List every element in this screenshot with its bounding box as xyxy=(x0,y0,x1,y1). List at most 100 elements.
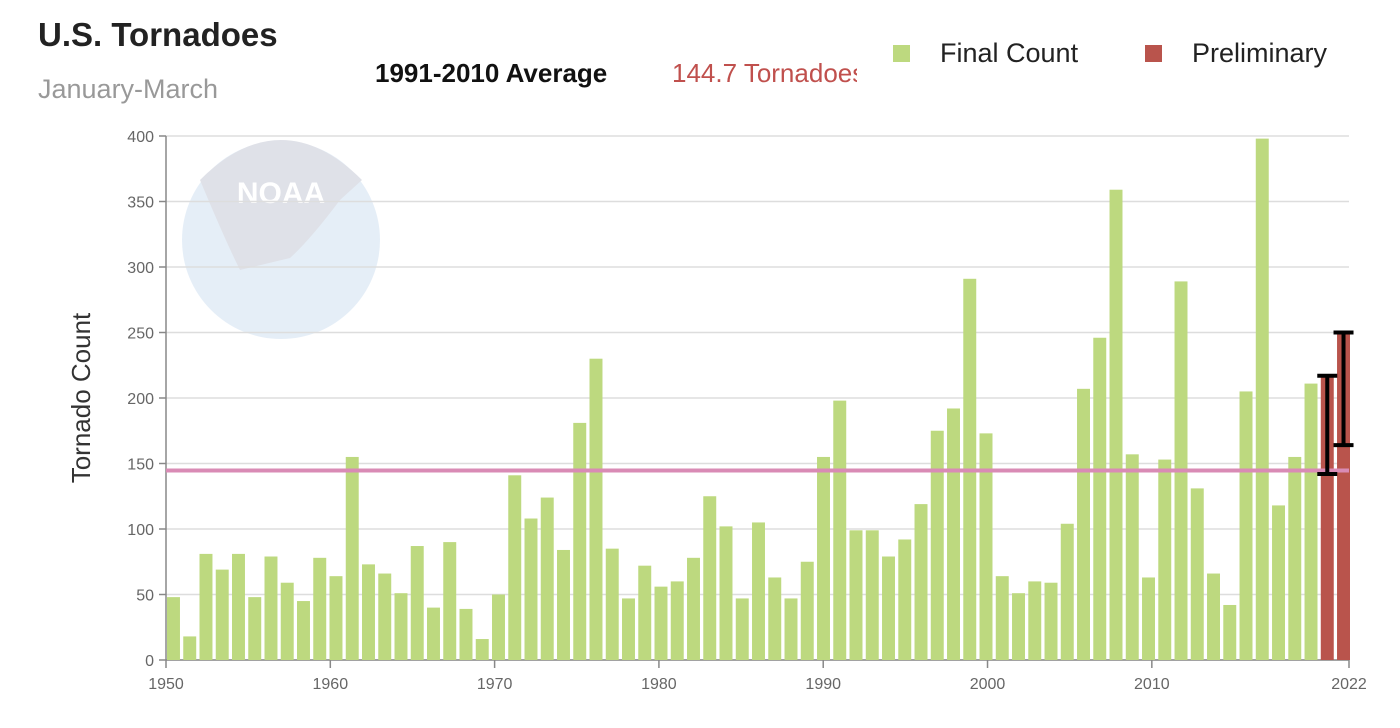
final-count-bar xyxy=(687,557,700,660)
final-count-bar xyxy=(1158,459,1172,660)
final-count-bar xyxy=(947,408,960,660)
noaa-watermark: NOAA xyxy=(182,140,380,339)
final-count-bar xyxy=(995,576,1009,660)
final-count-bar xyxy=(508,475,522,660)
final-count-bar xyxy=(719,526,733,660)
y-tick-label: 400 xyxy=(127,129,154,146)
x-tick-label: 1990 xyxy=(805,676,841,693)
final-count-bar xyxy=(735,598,749,660)
y-axis-label: Tornado Count xyxy=(66,312,96,483)
final-count-bar xyxy=(378,573,392,660)
legend-swatch xyxy=(893,45,910,62)
final-count-bar xyxy=(1255,138,1269,660)
final-count-bar xyxy=(443,542,457,660)
final-count-bar xyxy=(817,456,830,660)
final-count-bar xyxy=(589,358,603,660)
y-tick-label: 250 xyxy=(127,326,154,343)
final-count-bar xyxy=(199,553,213,660)
legend-label: Preliminary xyxy=(1192,38,1328,68)
x-tick-label: 1980 xyxy=(641,676,677,693)
final-count-bar xyxy=(979,433,993,660)
final-count-bar xyxy=(492,594,505,660)
final-count-bar xyxy=(1190,488,1204,660)
final-count-bar xyxy=(1093,337,1107,660)
preliminary-bar xyxy=(1320,375,1334,660)
final-count-bar xyxy=(167,597,180,660)
y-tick-label: 300 xyxy=(127,260,154,277)
y-tick-label: 150 xyxy=(127,457,154,474)
final-count-bar xyxy=(670,581,684,660)
final-count-bar xyxy=(329,576,343,660)
final-count-bar xyxy=(1077,388,1090,660)
final-count-bar xyxy=(524,518,538,660)
x-tick-label: 2022 xyxy=(1331,676,1367,693)
legend-final-count[interactable]: Final Count xyxy=(893,38,1078,69)
average-value: 144.7 Tornadoes xyxy=(672,58,857,88)
final-count-bar xyxy=(1304,383,1318,660)
final-count-bar xyxy=(605,548,619,660)
final-count-bar xyxy=(1272,505,1285,660)
final-count-bar xyxy=(313,557,327,660)
y-tick-label: 200 xyxy=(127,391,154,408)
legend-swatch xyxy=(1145,45,1162,62)
final-count-bar xyxy=(800,561,814,660)
final-count-bar xyxy=(427,607,440,660)
final-count-bar xyxy=(394,593,408,660)
final-count-bar xyxy=(345,456,359,660)
final-count-bar xyxy=(1239,391,1253,660)
final-count-bar xyxy=(540,497,554,660)
final-count-bar xyxy=(833,400,847,660)
x-tick-label: 2000 xyxy=(970,676,1006,693)
final-count-bar xyxy=(1142,577,1155,660)
final-count-bar xyxy=(930,430,944,660)
final-count-bar xyxy=(459,608,473,660)
y-tick-label: 100 xyxy=(127,522,154,539)
x-tick-label: 1960 xyxy=(313,676,349,693)
final-count-bar xyxy=(1207,573,1220,660)
final-count-bar xyxy=(215,569,229,660)
final-count-bar xyxy=(882,556,895,660)
final-count-bar xyxy=(898,539,912,660)
final-count-bar xyxy=(1060,523,1074,660)
final-count-bar xyxy=(703,496,717,660)
final-count-bar xyxy=(573,422,587,660)
svg-text:NOAA: NOAA xyxy=(237,177,325,210)
legend-label: Final Count xyxy=(940,38,1079,68)
final-count-bar xyxy=(1044,582,1058,660)
legend-preliminary[interactable]: Preliminary xyxy=(1145,38,1327,69)
y-tick-label: 0 xyxy=(145,653,154,670)
final-count-bar xyxy=(280,582,294,660)
final-count-bar xyxy=(622,598,635,660)
final-count-bar xyxy=(183,636,197,660)
final-count-bar xyxy=(232,553,245,660)
final-count-bar xyxy=(1109,189,1123,660)
final-count-bar xyxy=(768,577,782,660)
final-count-bar xyxy=(362,564,375,660)
y-tick-label: 350 xyxy=(127,195,154,212)
final-count-bar xyxy=(1028,581,1042,660)
x-tick-label: 1950 xyxy=(148,676,184,693)
chart-subtitle: January-March xyxy=(38,74,219,104)
final-count-bar xyxy=(638,565,652,660)
final-count-bar xyxy=(1012,593,1025,660)
preliminary-bar xyxy=(1337,332,1350,660)
final-count-bar xyxy=(297,601,310,660)
final-count-bar xyxy=(914,504,928,660)
final-count-bar xyxy=(752,522,765,660)
y-tick-label: 50 xyxy=(136,588,154,605)
chart-title: U.S. Tornadoes xyxy=(38,16,278,53)
final-count-bar xyxy=(1288,456,1302,660)
final-count-bar xyxy=(849,530,863,660)
x-tick-label: 1970 xyxy=(477,676,513,693)
final-count-bar xyxy=(1125,454,1139,660)
x-tick-label: 2010 xyxy=(1134,676,1170,693)
final-count-bar xyxy=(410,546,424,660)
final-count-bar xyxy=(475,639,489,660)
final-count-bar xyxy=(557,549,570,660)
final-count-bar xyxy=(264,556,278,660)
final-count-bar xyxy=(784,598,798,660)
final-count-bar xyxy=(248,597,262,660)
final-count-bar xyxy=(654,586,668,660)
final-count-bar xyxy=(865,530,879,660)
